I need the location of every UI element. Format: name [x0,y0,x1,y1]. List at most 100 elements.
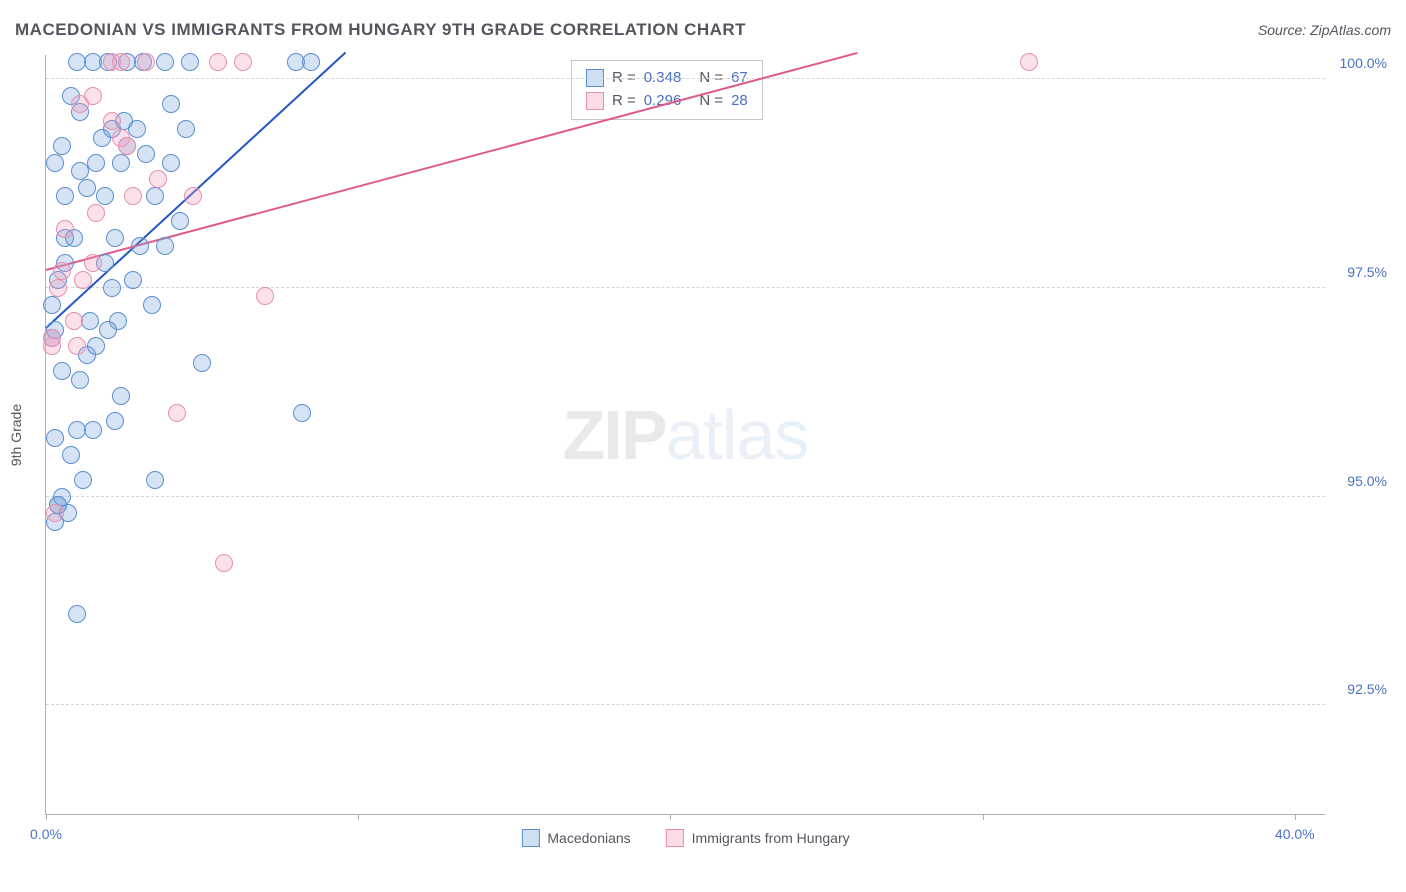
source-label: Source: [1258,22,1306,38]
grid-line-h [46,78,1325,79]
scatter-point [128,120,146,138]
y-tick-label: 100.0% [1340,55,1387,71]
legend-swatch-pink [586,92,604,110]
scatter-point [49,279,67,297]
scatter-point [193,354,211,372]
source-name: ZipAtlas.com [1310,22,1391,38]
watermark-atlas: atlas [666,396,809,474]
scatter-point [124,271,142,289]
x-tick [46,814,47,820]
legend-n-value-2: 28 [731,89,748,112]
series-legend: Macedonians Immigrants from Hungary [521,829,849,847]
scatter-point [293,404,311,422]
scatter-point [53,362,71,380]
scatter-point [112,154,130,172]
scatter-point [71,371,89,389]
scatter-point [137,53,155,71]
legend-r-label-2: R = [612,89,636,112]
scatter-point [96,187,114,205]
x-tick [983,814,984,820]
scatter-point [46,504,64,522]
scatter-point [146,187,164,205]
watermark-zip: ZIP [563,396,666,474]
scatter-point [168,404,186,422]
scatter-point [256,287,274,305]
scatter-point [81,312,99,330]
correlation-legend: R = 0.348 N = 67 R = 0.296 N = 28 [571,60,763,120]
scatter-point [181,53,199,71]
scatter-point [53,137,71,155]
grid-line-h [46,287,1325,288]
scatter-point [156,53,174,71]
scatter-point [103,279,121,297]
legend-swatch-pink-2 [666,829,684,847]
watermark: ZIPatlas [563,395,809,475]
scatter-point [302,53,320,71]
scatter-point [162,95,180,113]
scatter-point [112,53,130,71]
scatter-point [43,296,61,314]
scatter-point [209,53,227,71]
correlation-legend-row-2: R = 0.296 N = 28 [586,89,748,112]
y-axis-label: 9th Grade [8,403,24,465]
scatter-point [146,471,164,489]
chart-title: MACEDONIAN VS IMMIGRANTS FROM HUNGARY 9T… [15,20,746,40]
scatter-point [68,337,86,355]
scatter-point [234,53,252,71]
scatter-point [43,329,61,347]
y-tick-label: 95.0% [1347,473,1387,489]
scatter-point [131,237,149,255]
series-name-1: Macedonians [547,830,630,846]
scatter-point [87,337,105,355]
series-name-2: Immigrants from Hungary [692,830,850,846]
scatter-point [137,145,155,163]
scatter-point [87,204,105,222]
scatter-point [99,321,117,339]
scatter-point [74,471,92,489]
scatter-point [215,554,233,572]
scatter-point [53,262,71,280]
y-tick-label: 97.5% [1347,264,1387,280]
scatter-point [118,137,136,155]
scatter-point [68,605,86,623]
series-legend-item-1: Macedonians [521,829,630,847]
scatter-point [84,87,102,105]
x-tick [1295,814,1296,820]
scatter-point [56,220,74,238]
scatter-point [106,412,124,430]
scatter-point [84,254,102,272]
scatter-point [124,187,142,205]
scatter-point [177,120,195,138]
scatter-point [74,271,92,289]
grid-line-h [46,704,1325,705]
scatter-point [103,112,121,130]
x-tick-label: 40.0% [1275,826,1315,842]
grid-line-h [46,496,1325,497]
scatter-point [149,170,167,188]
scatter-point [87,154,105,172]
y-tick-label: 92.5% [1347,681,1387,697]
chart-header: MACEDONIAN VS IMMIGRANTS FROM HUNGARY 9T… [15,20,1391,40]
plot-area: 9th Grade ZIPatlas R = 0.348 N = 67 R = … [45,55,1325,815]
scatter-point [112,387,130,405]
scatter-point [162,154,180,172]
scatter-point [68,53,86,71]
chart-container: 9th Grade ZIPatlas R = 0.348 N = 67 R = … [45,55,1386,837]
scatter-point [143,296,161,314]
series-legend-item-2: Immigrants from Hungary [666,829,850,847]
scatter-point [62,446,80,464]
scatter-point [65,312,83,330]
scatter-point [106,229,124,247]
scatter-point [78,179,96,197]
scatter-point [156,237,174,255]
scatter-point [184,187,202,205]
x-tick-label: 0.0% [30,826,62,842]
scatter-point [1020,53,1038,71]
x-tick [358,814,359,820]
scatter-point [84,421,102,439]
legend-swatch-blue-2 [521,829,539,847]
scatter-point [46,429,64,447]
chart-source: Source: ZipAtlas.com [1258,22,1391,38]
scatter-point [171,212,189,230]
scatter-point [46,154,64,172]
